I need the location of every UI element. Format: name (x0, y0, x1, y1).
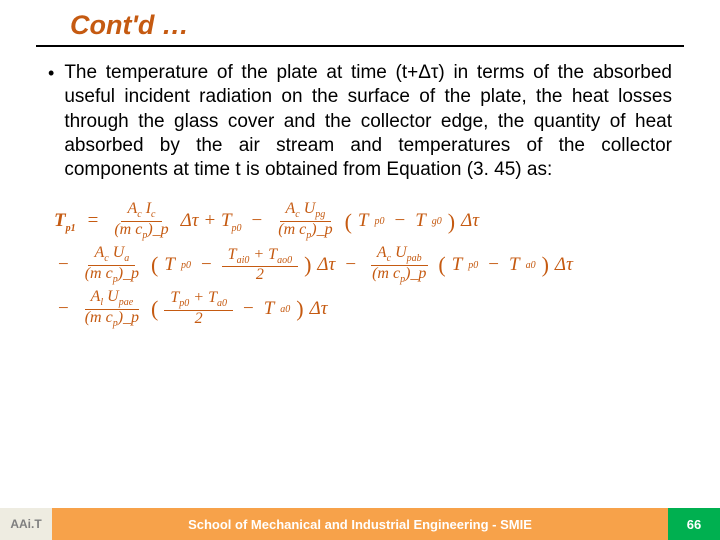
footer-left: AAi.T (0, 508, 52, 540)
bullet-item: • The temperature of the plate at time (… (48, 61, 672, 183)
footer-right: 66 (668, 508, 720, 540)
bullet-dot: • (48, 61, 54, 183)
slide: Cont'd … • The temperature of the plate … (0, 0, 720, 540)
footer: AAi.T School of Mechanical and Industria… (0, 508, 720, 540)
bullet-text: The temperature of the plate at time (t+… (64, 61, 672, 183)
slide-body: • The temperature of the plate at time (… (0, 47, 720, 508)
slide-header: Cont'd … (0, 0, 720, 41)
footer-center: School of Mechanical and Industrial Engi… (52, 508, 668, 540)
slide-title: Cont'd … (70, 10, 720, 41)
equation-block: Tp1=Ac Ic(m cp)_pΔτ + Tp0−Ac Upg(m cp)_p… (48, 201, 672, 330)
